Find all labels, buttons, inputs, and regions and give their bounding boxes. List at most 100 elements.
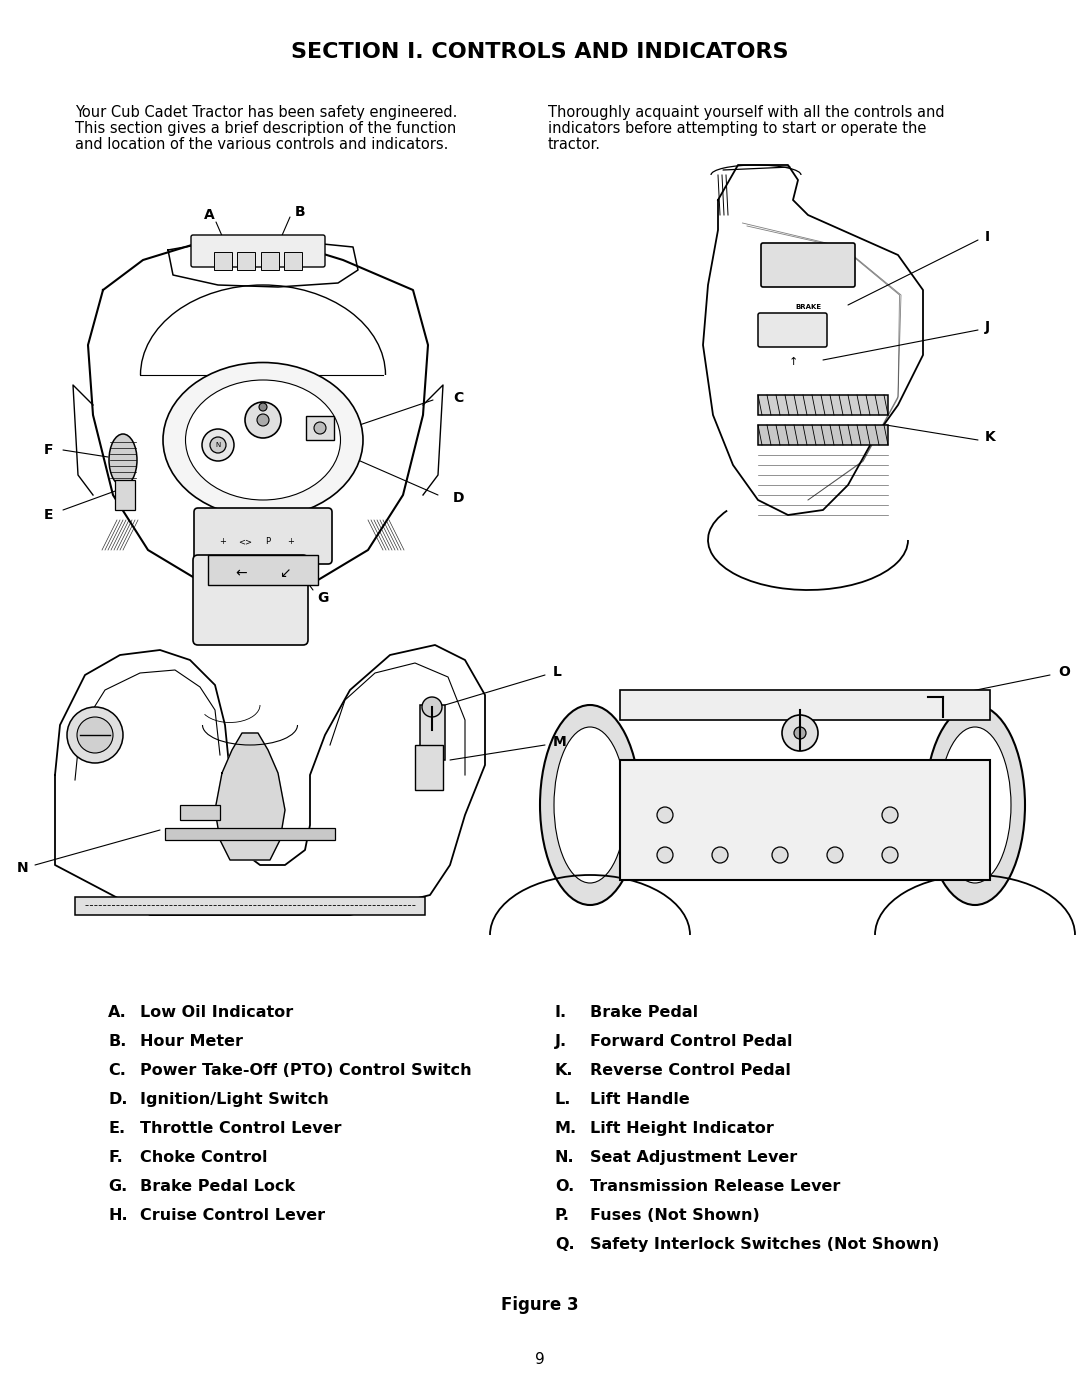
- Ellipse shape: [924, 705, 1025, 905]
- Circle shape: [77, 717, 113, 753]
- Text: and location of the various controls and indicators.: and location of the various controls and…: [75, 137, 448, 152]
- Text: Choke Control: Choke Control: [140, 1150, 268, 1165]
- Bar: [261, 251, 279, 270]
- Bar: [620, 760, 990, 880]
- Text: I.: I.: [555, 1004, 567, 1020]
- Bar: [758, 425, 888, 446]
- Text: indicators before attempting to start or operate the: indicators before attempting to start or…: [548, 122, 927, 136]
- Text: Safety Interlock Switches (Not Shown): Safety Interlock Switches (Not Shown): [590, 1236, 940, 1252]
- Text: M: M: [553, 735, 567, 749]
- Circle shape: [259, 402, 267, 411]
- Circle shape: [794, 726, 806, 739]
- Circle shape: [882, 807, 897, 823]
- FancyBboxPatch shape: [194, 509, 332, 564]
- Text: F.: F.: [108, 1150, 123, 1165]
- Text: C.: C.: [108, 1063, 126, 1078]
- Text: K.: K.: [555, 1063, 573, 1078]
- Text: C: C: [453, 391, 463, 405]
- Circle shape: [882, 847, 897, 863]
- Ellipse shape: [163, 362, 363, 517]
- Bar: [420, 705, 445, 760]
- Bar: [758, 395, 888, 415]
- Text: Lift Handle: Lift Handle: [590, 1092, 690, 1106]
- Text: N: N: [16, 861, 28, 875]
- Bar: [75, 897, 426, 915]
- FancyBboxPatch shape: [758, 313, 827, 346]
- Text: This section gives a brief description of the function: This section gives a brief description o…: [75, 122, 456, 136]
- Text: D: D: [453, 490, 464, 504]
- Text: ↑: ↑: [788, 358, 798, 367]
- Circle shape: [314, 422, 326, 434]
- Polygon shape: [703, 165, 923, 515]
- Text: Transmission Release Lever: Transmission Release Lever: [590, 1179, 840, 1194]
- Text: O.: O.: [555, 1179, 575, 1194]
- Text: L.: L.: [555, 1092, 571, 1106]
- Text: Cruise Control Lever: Cruise Control Lever: [140, 1208, 325, 1222]
- Text: Figure 3: Figure 3: [501, 1296, 579, 1315]
- Text: M.: M.: [555, 1120, 577, 1136]
- Ellipse shape: [554, 726, 626, 883]
- Circle shape: [245, 402, 281, 439]
- Text: Reverse Control Pedal: Reverse Control Pedal: [590, 1063, 791, 1078]
- Text: E: E: [43, 509, 53, 522]
- Text: P.: P.: [555, 1208, 570, 1222]
- Circle shape: [202, 429, 234, 461]
- Text: Your Cub Cadet Tractor has been safety engineered.: Your Cub Cadet Tractor has been safety e…: [75, 105, 457, 120]
- Bar: [306, 416, 334, 440]
- FancyBboxPatch shape: [191, 235, 325, 267]
- Text: I: I: [985, 231, 990, 244]
- Text: J.: J.: [555, 1034, 567, 1049]
- Text: L: L: [553, 665, 562, 679]
- Text: Throttle Control Lever: Throttle Control Lever: [140, 1120, 341, 1136]
- Text: Hour Meter: Hour Meter: [140, 1034, 243, 1049]
- Circle shape: [772, 847, 788, 863]
- Text: H.: H.: [108, 1208, 127, 1222]
- Text: Q.: Q.: [555, 1236, 575, 1252]
- Text: E.: E.: [108, 1120, 125, 1136]
- Text: Thoroughly acquaint yourself with all the controls and: Thoroughly acquaint yourself with all th…: [548, 105, 945, 120]
- Ellipse shape: [109, 434, 137, 486]
- Text: +: +: [219, 538, 227, 546]
- Circle shape: [657, 847, 673, 863]
- Text: Ignition/Light Switch: Ignition/Light Switch: [140, 1092, 328, 1106]
- Text: Brake Pedal Lock: Brake Pedal Lock: [140, 1179, 295, 1194]
- FancyBboxPatch shape: [761, 243, 855, 286]
- Text: B: B: [295, 205, 306, 219]
- Polygon shape: [55, 645, 485, 915]
- Bar: [180, 805, 220, 820]
- Text: K: K: [985, 430, 996, 444]
- Text: N: N: [215, 441, 220, 448]
- Text: SECTION I. CONTROLS AND INDICATORS: SECTION I. CONTROLS AND INDICATORS: [292, 42, 788, 61]
- Circle shape: [210, 437, 226, 453]
- Text: ↙: ↙: [280, 566, 291, 580]
- Text: O: O: [1058, 665, 1070, 679]
- Bar: [415, 745, 443, 789]
- Polygon shape: [215, 733, 285, 861]
- Text: N.: N.: [555, 1150, 575, 1165]
- Text: BRAKE: BRAKE: [795, 305, 821, 310]
- Text: A: A: [204, 208, 214, 222]
- Ellipse shape: [939, 726, 1011, 883]
- Text: H: H: [212, 591, 224, 605]
- Text: <>: <>: [238, 538, 252, 546]
- Circle shape: [67, 707, 123, 763]
- Text: Seat Adjustment Lever: Seat Adjustment Lever: [590, 1150, 797, 1165]
- Circle shape: [422, 697, 442, 717]
- Circle shape: [657, 807, 673, 823]
- Text: tractor.: tractor.: [548, 137, 600, 152]
- Circle shape: [257, 414, 269, 426]
- Bar: [620, 690, 990, 719]
- Text: +: +: [287, 538, 295, 546]
- Text: A.: A.: [108, 1004, 126, 1020]
- Bar: [237, 251, 255, 270]
- Bar: [214, 251, 232, 270]
- Bar: [208, 555, 318, 585]
- Ellipse shape: [186, 380, 340, 500]
- Text: G: G: [318, 591, 328, 605]
- Text: G.: G.: [108, 1179, 127, 1194]
- Text: B.: B.: [108, 1034, 126, 1049]
- Text: J: J: [985, 320, 990, 334]
- Bar: [114, 481, 135, 510]
- Text: F: F: [43, 443, 53, 457]
- Text: Brake Pedal: Brake Pedal: [590, 1004, 698, 1020]
